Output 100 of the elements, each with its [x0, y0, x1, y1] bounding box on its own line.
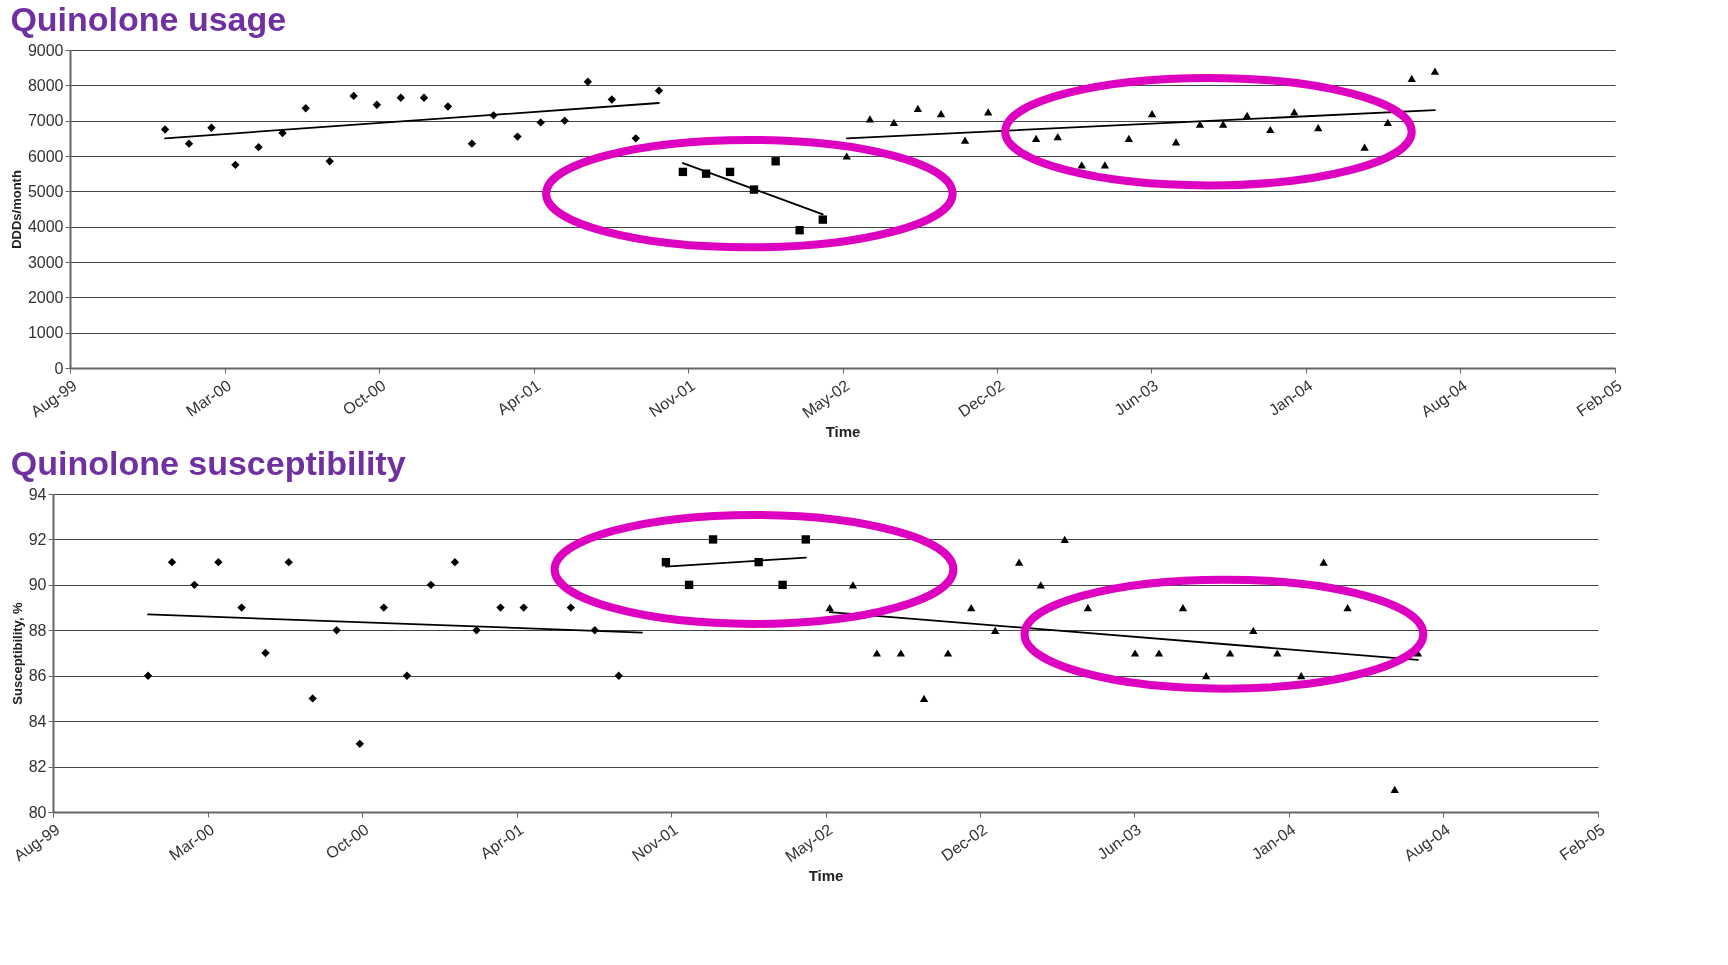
point [583, 77, 593, 86]
point [1083, 603, 1093, 612]
y-tick-label: 92 [28, 530, 47, 548]
y-tick-label: 2000 [27, 288, 64, 306]
point [1225, 649, 1235, 657]
y-axis-title: DDDs/month [8, 170, 24, 249]
point [607, 95, 616, 104]
point [419, 93, 429, 102]
point [1124, 134, 1134, 142]
point [231, 160, 240, 170]
point [1390, 785, 1399, 793]
point [372, 100, 382, 109]
point [450, 557, 460, 567]
point [566, 603, 576, 612]
point [332, 626, 341, 635]
point [1053, 132, 1062, 141]
point [1383, 118, 1392, 127]
point [848, 581, 858, 589]
point [1249, 626, 1258, 634]
point [1273, 649, 1282, 657]
point [1319, 558, 1328, 566]
x-axis-title: Time [825, 423, 861, 441]
point [443, 102, 453, 111]
y-tick-label: 94 [28, 485, 47, 503]
point [1266, 125, 1275, 134]
y-tick-label: 4000 [27, 218, 64, 236]
point [254, 142, 263, 152]
point [1154, 649, 1164, 657]
point [1060, 535, 1069, 544]
point [426, 580, 436, 590]
point [1014, 558, 1024, 566]
y-axis-title: Susceptibility, % [9, 601, 25, 705]
point [308, 694, 317, 703]
point [1195, 120, 1205, 128]
point [284, 557, 293, 567]
point [889, 118, 899, 127]
x-axis-title: Time [808, 867, 844, 885]
point [325, 157, 334, 166]
point [402, 671, 412, 680]
y-tick-label: 5000 [27, 182, 64, 200]
point [536, 118, 545, 127]
point [1130, 649, 1140, 657]
point [301, 104, 310, 113]
point [237, 603, 246, 612]
point [1201, 672, 1211, 680]
point [661, 557, 671, 567]
point [1178, 603, 1188, 612]
y-tick-label: 9000 [27, 41, 64, 59]
point [919, 694, 929, 703]
point [631, 134, 640, 143]
point [1430, 67, 1440, 75]
point [1218, 120, 1228, 128]
point [1407, 74, 1416, 82]
point [184, 139, 194, 148]
point [684, 580, 694, 590]
point [818, 215, 827, 224]
point [1031, 134, 1041, 142]
point [467, 139, 477, 148]
point [990, 626, 1000, 634]
point [842, 152, 851, 160]
point [167, 557, 177, 567]
point [865, 115, 875, 123]
point [795, 226, 804, 235]
y-tick-label: 3000 [27, 253, 64, 271]
point [396, 93, 405, 102]
point [896, 649, 906, 657]
point [967, 603, 976, 612]
point [678, 167, 688, 177]
point [913, 104, 923, 112]
point [771, 157, 780, 166]
point [513, 132, 522, 141]
point [496, 603, 505, 612]
point [355, 739, 365, 749]
y-tick-label: 6000 [27, 147, 64, 165]
y-tick-label: 88 [28, 621, 47, 639]
point [190, 580, 199, 590]
point [654, 86, 664, 95]
point [1314, 124, 1323, 132]
point [872, 649, 882, 657]
point [560, 116, 569, 125]
point [349, 91, 358, 101]
point [207, 123, 216, 132]
point [160, 125, 170, 134]
point [725, 167, 735, 177]
point [778, 580, 787, 590]
y-tick-label: 0 [54, 359, 64, 377]
point [960, 136, 970, 144]
point [261, 648, 270, 658]
point [708, 535, 718, 544]
chart-title: Quinolone susceptibility [10, 444, 406, 482]
point [1343, 603, 1352, 612]
point [143, 671, 153, 680]
point [801, 535, 810, 544]
point [614, 671, 623, 680]
point [214, 557, 223, 567]
point [1360, 143, 1369, 151]
point [1147, 109, 1157, 118]
chart-title: Quinolone usage [10, 0, 287, 38]
y-tick-label: 7000 [27, 112, 64, 130]
point [519, 603, 528, 612]
